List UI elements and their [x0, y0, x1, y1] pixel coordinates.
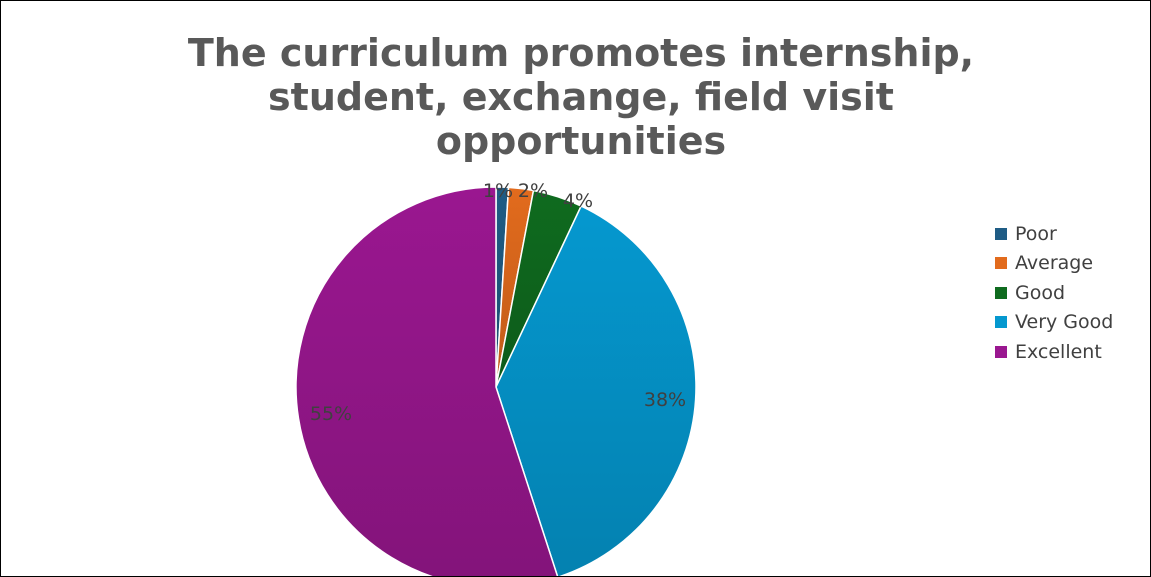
data-label-good: 4%	[563, 190, 593, 212]
data-label-very-good: 38%	[644, 389, 686, 411]
legend-swatch	[995, 257, 1007, 270]
pie-slice-very-good	[495, 205, 697, 576]
legend-label: Good	[1015, 281, 1066, 304]
legend-item-excellent: Excellent	[995, 337, 1113, 367]
legend-label: Average	[1015, 252, 1094, 275]
legend-swatch	[995, 286, 1007, 299]
legend-label: Excellent	[1015, 340, 1102, 363]
legend-swatch	[995, 227, 1007, 240]
data-label-poor: 1%	[483, 180, 513, 202]
legend-swatch	[995, 345, 1007, 358]
chart-title: The curriculum promotes internship, stud…	[187, 31, 975, 163]
pie-slice-excellent	[295, 186, 559, 576]
legend-label: Very Good	[1015, 311, 1114, 334]
data-label-excellent: 55%	[310, 403, 352, 425]
data-label-average: 2%	[518, 180, 548, 202]
legend-item-average: Average	[995, 249, 1113, 279]
legend-item-poor: Poor	[995, 219, 1113, 249]
legend: Poor Average Good Very Good Excellent	[995, 219, 1113, 367]
legend-item-good: Good	[995, 278, 1113, 308]
legend-swatch	[995, 316, 1007, 329]
legend-item-very-good: Very Good	[995, 308, 1113, 338]
legend-label: Poor	[1015, 222, 1057, 245]
